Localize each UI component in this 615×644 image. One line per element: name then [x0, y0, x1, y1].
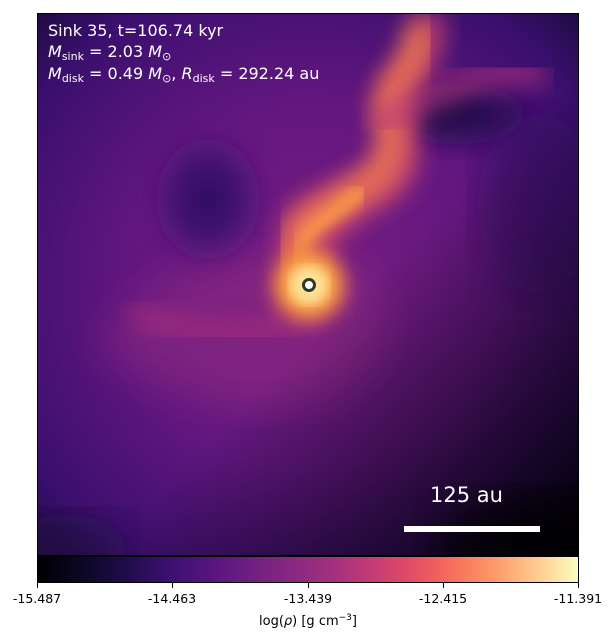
scale-bar-label: 125 au — [430, 483, 503, 507]
scale-bar — [404, 526, 540, 532]
colorbar-tick-label: -11.391 — [553, 591, 603, 606]
colorbar-label: log(ρ) [g cm−3] — [259, 613, 357, 629]
annotation-disk-props: Mdisk = 0.49 M⊙, Rdisk = 292.24 au — [48, 64, 320, 85]
colorbar-tick — [308, 583, 309, 588]
sink-marker-icon — [302, 278, 316, 292]
colorbar — [37, 556, 579, 583]
dark-corner-bottom-left — [38, 514, 128, 555]
density-map-panel: Sink 35, t=106.74 kyr Msink = 2.03 M⊙ Md… — [37, 13, 579, 556]
colorbar-tick-label: -14.463 — [147, 591, 197, 606]
dark-corner-bottom-right — [438, 494, 578, 555]
colorbar-tick-label: -13.439 — [283, 591, 333, 606]
annotation-sink-mass: Msink = 2.03 M⊙ — [48, 42, 172, 63]
colorbar-tick — [172, 583, 173, 588]
filament-inner — [280, 21, 431, 289]
colorbar-tick — [578, 583, 579, 588]
colorbar-tick — [443, 583, 444, 588]
colorbar-tick-label: -15.487 — [12, 591, 62, 606]
arm-upper-right — [367, 61, 549, 135]
colorbar-tick — [37, 583, 38, 588]
colorbar-tick-label: -12.415 — [418, 591, 468, 606]
annotation-title: Sink 35, t=106.74 kyr — [48, 21, 224, 40]
